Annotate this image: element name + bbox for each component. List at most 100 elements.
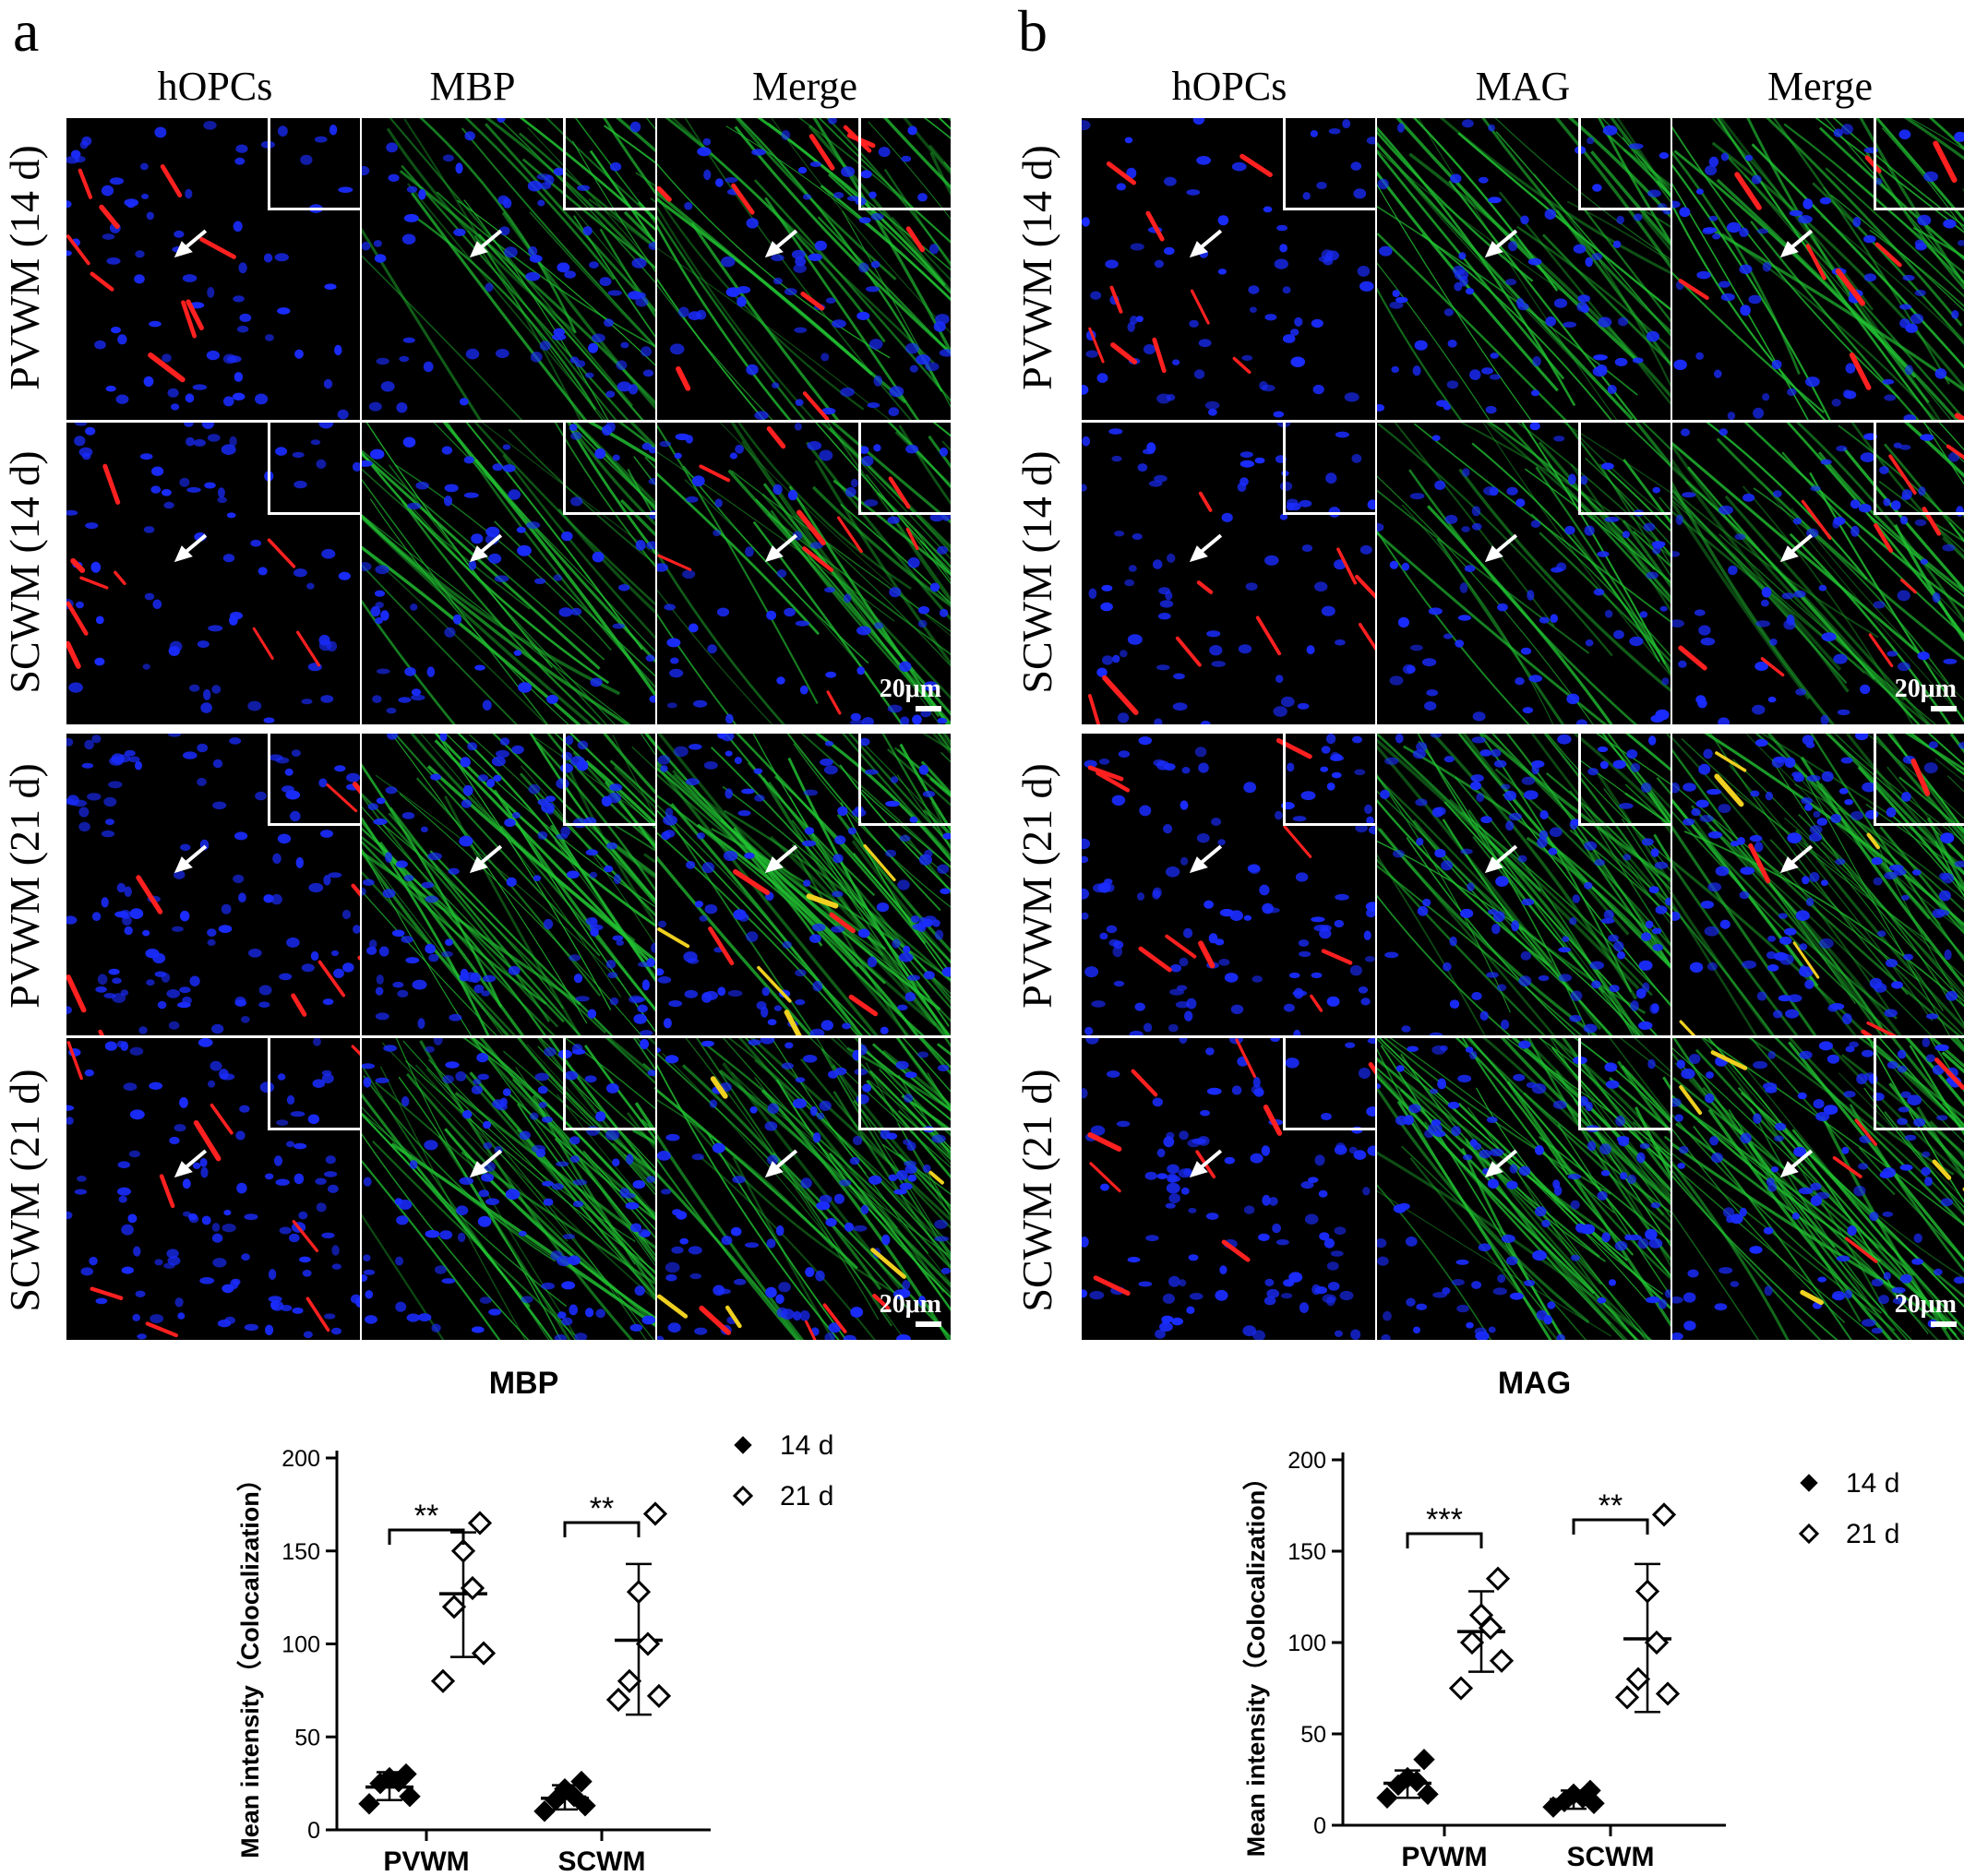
micrograph-marker (362, 734, 655, 1035)
data-point (642, 1501, 668, 1526)
x-tick-label: PVWM (1401, 1842, 1487, 1872)
row-label-b-0: PVWM (14 d) (1013, 145, 1060, 390)
data-point (626, 1579, 652, 1605)
magnified-inset (858, 118, 951, 210)
data-point (554, 1777, 576, 1800)
y-tick-label: 0 (307, 1818, 320, 1844)
significance-label: *** (1426, 1502, 1463, 1537)
legend-marker (1798, 1523, 1820, 1545)
legend-label: 14 d (1846, 1468, 1899, 1499)
data-point (1655, 1681, 1681, 1706)
arrow-icon (764, 1149, 798, 1178)
y-tick-label: 150 (1287, 1539, 1326, 1565)
micrograph-merge: 20μm (1672, 1038, 1964, 1340)
row-label-a-0: PVWM (14 d) (1, 145, 48, 390)
micrograph-hopcs (1082, 734, 1375, 1035)
arrow-icon (469, 533, 503, 563)
arrow-icon (1779, 533, 1814, 563)
magnified-inset (858, 1038, 951, 1130)
arrow-icon (1484, 844, 1518, 874)
column-header-merge-b: Merge (1766, 64, 1874, 109)
legend-label: 14 d (780, 1430, 833, 1461)
significance-bracket (388, 1528, 465, 1545)
data-point (605, 1687, 631, 1713)
y-tick-label: 50 (1300, 1722, 1326, 1748)
arrow-icon (1779, 1149, 1814, 1178)
legend-label: 21 d (780, 1481, 833, 1512)
arrow-icon (174, 1149, 208, 1178)
micrograph-merge: 20μm (657, 423, 951, 724)
arrow-icon (174, 229, 208, 258)
magnified-inset (268, 118, 360, 210)
micrograph-marker (1377, 734, 1671, 1035)
x-tick-label: PVWM (383, 1846, 469, 1876)
arrow-icon (764, 533, 798, 563)
x-tick-label: SCWM (558, 1846, 646, 1876)
magnified-inset (1283, 734, 1375, 826)
legend-marker (732, 1485, 754, 1507)
data-point (460, 1575, 485, 1601)
micrograph-marker (1377, 1038, 1671, 1340)
micrograph-merge (657, 734, 951, 1035)
arrow-icon (1779, 844, 1814, 874)
magnified-inset (1283, 118, 1375, 210)
data-point (450, 1538, 476, 1563)
data-point (1635, 1579, 1660, 1604)
data-point (358, 1793, 380, 1815)
y-tick-label: 100 (281, 1632, 320, 1658)
significance-bracket (1572, 1518, 1649, 1535)
data-point (1468, 1603, 1494, 1628)
arrow-icon (469, 1149, 503, 1178)
magnified-inset (858, 734, 951, 826)
magnified-inset (1283, 1038, 1375, 1130)
micrograph-marker (362, 1038, 655, 1340)
magnified-inset (1578, 734, 1671, 826)
arrow-icon (764, 229, 798, 258)
data-point (570, 1770, 593, 1793)
magnified-inset (563, 734, 655, 826)
micrograph-marker (362, 118, 655, 420)
magnified-inset (1578, 1038, 1671, 1130)
magnified-inset (1874, 423, 1964, 515)
arrow-icon (764, 844, 798, 874)
scale-bar: 20μm (880, 1292, 941, 1327)
y-tick-label: 100 (1287, 1631, 1326, 1656)
magnified-inset (1578, 423, 1671, 515)
micrograph-hopcs (66, 118, 360, 420)
micrograph-hopcs (1082, 1038, 1375, 1340)
arrow-icon (1484, 229, 1518, 258)
column-header-mag: MAG (1475, 64, 1571, 109)
magnified-inset (1283, 423, 1375, 515)
x-tick-label: SCWM (1567, 1842, 1655, 1872)
micrograph-merge (1672, 118, 1964, 420)
arrow-icon (174, 533, 208, 563)
arrow-icon (1189, 229, 1223, 258)
arrow-icon (469, 844, 503, 874)
micrograph-hopcs (1082, 118, 1375, 420)
magnified-inset (563, 423, 655, 515)
significance-label: ** (414, 1499, 438, 1534)
arrow-icon (1189, 1149, 1223, 1178)
column-header-merge-a: Merge (751, 64, 858, 109)
magnified-inset (1874, 734, 1964, 826)
y-tick-label: 200 (281, 1446, 320, 1472)
micrograph-hopcs (66, 734, 360, 1035)
significance-label: ** (590, 1491, 614, 1526)
micrograph-merge: 20μm (657, 1038, 951, 1340)
scale-bar: 20μm (1895, 676, 1957, 711)
scale-bar: 20μm (880, 676, 941, 711)
data-point (1625, 1667, 1651, 1691)
y-axis-label: Mean intensity（Colocalization） (1242, 1465, 1270, 1858)
column-header-hopcs-a: hOPCs (157, 64, 273, 109)
arrow-icon (469, 229, 503, 258)
legend-marker (734, 1436, 752, 1454)
arrow-icon (174, 844, 208, 874)
arrow-icon (1484, 533, 1518, 563)
magnified-inset (268, 1038, 360, 1130)
micrograph-hopcs (66, 1038, 360, 1340)
y-tick-label: 50 (294, 1725, 320, 1751)
column-header-mbp: MBP (429, 64, 516, 109)
data-point (1417, 1783, 1439, 1806)
data-point (399, 1786, 421, 1808)
magnified-inset (268, 423, 360, 515)
